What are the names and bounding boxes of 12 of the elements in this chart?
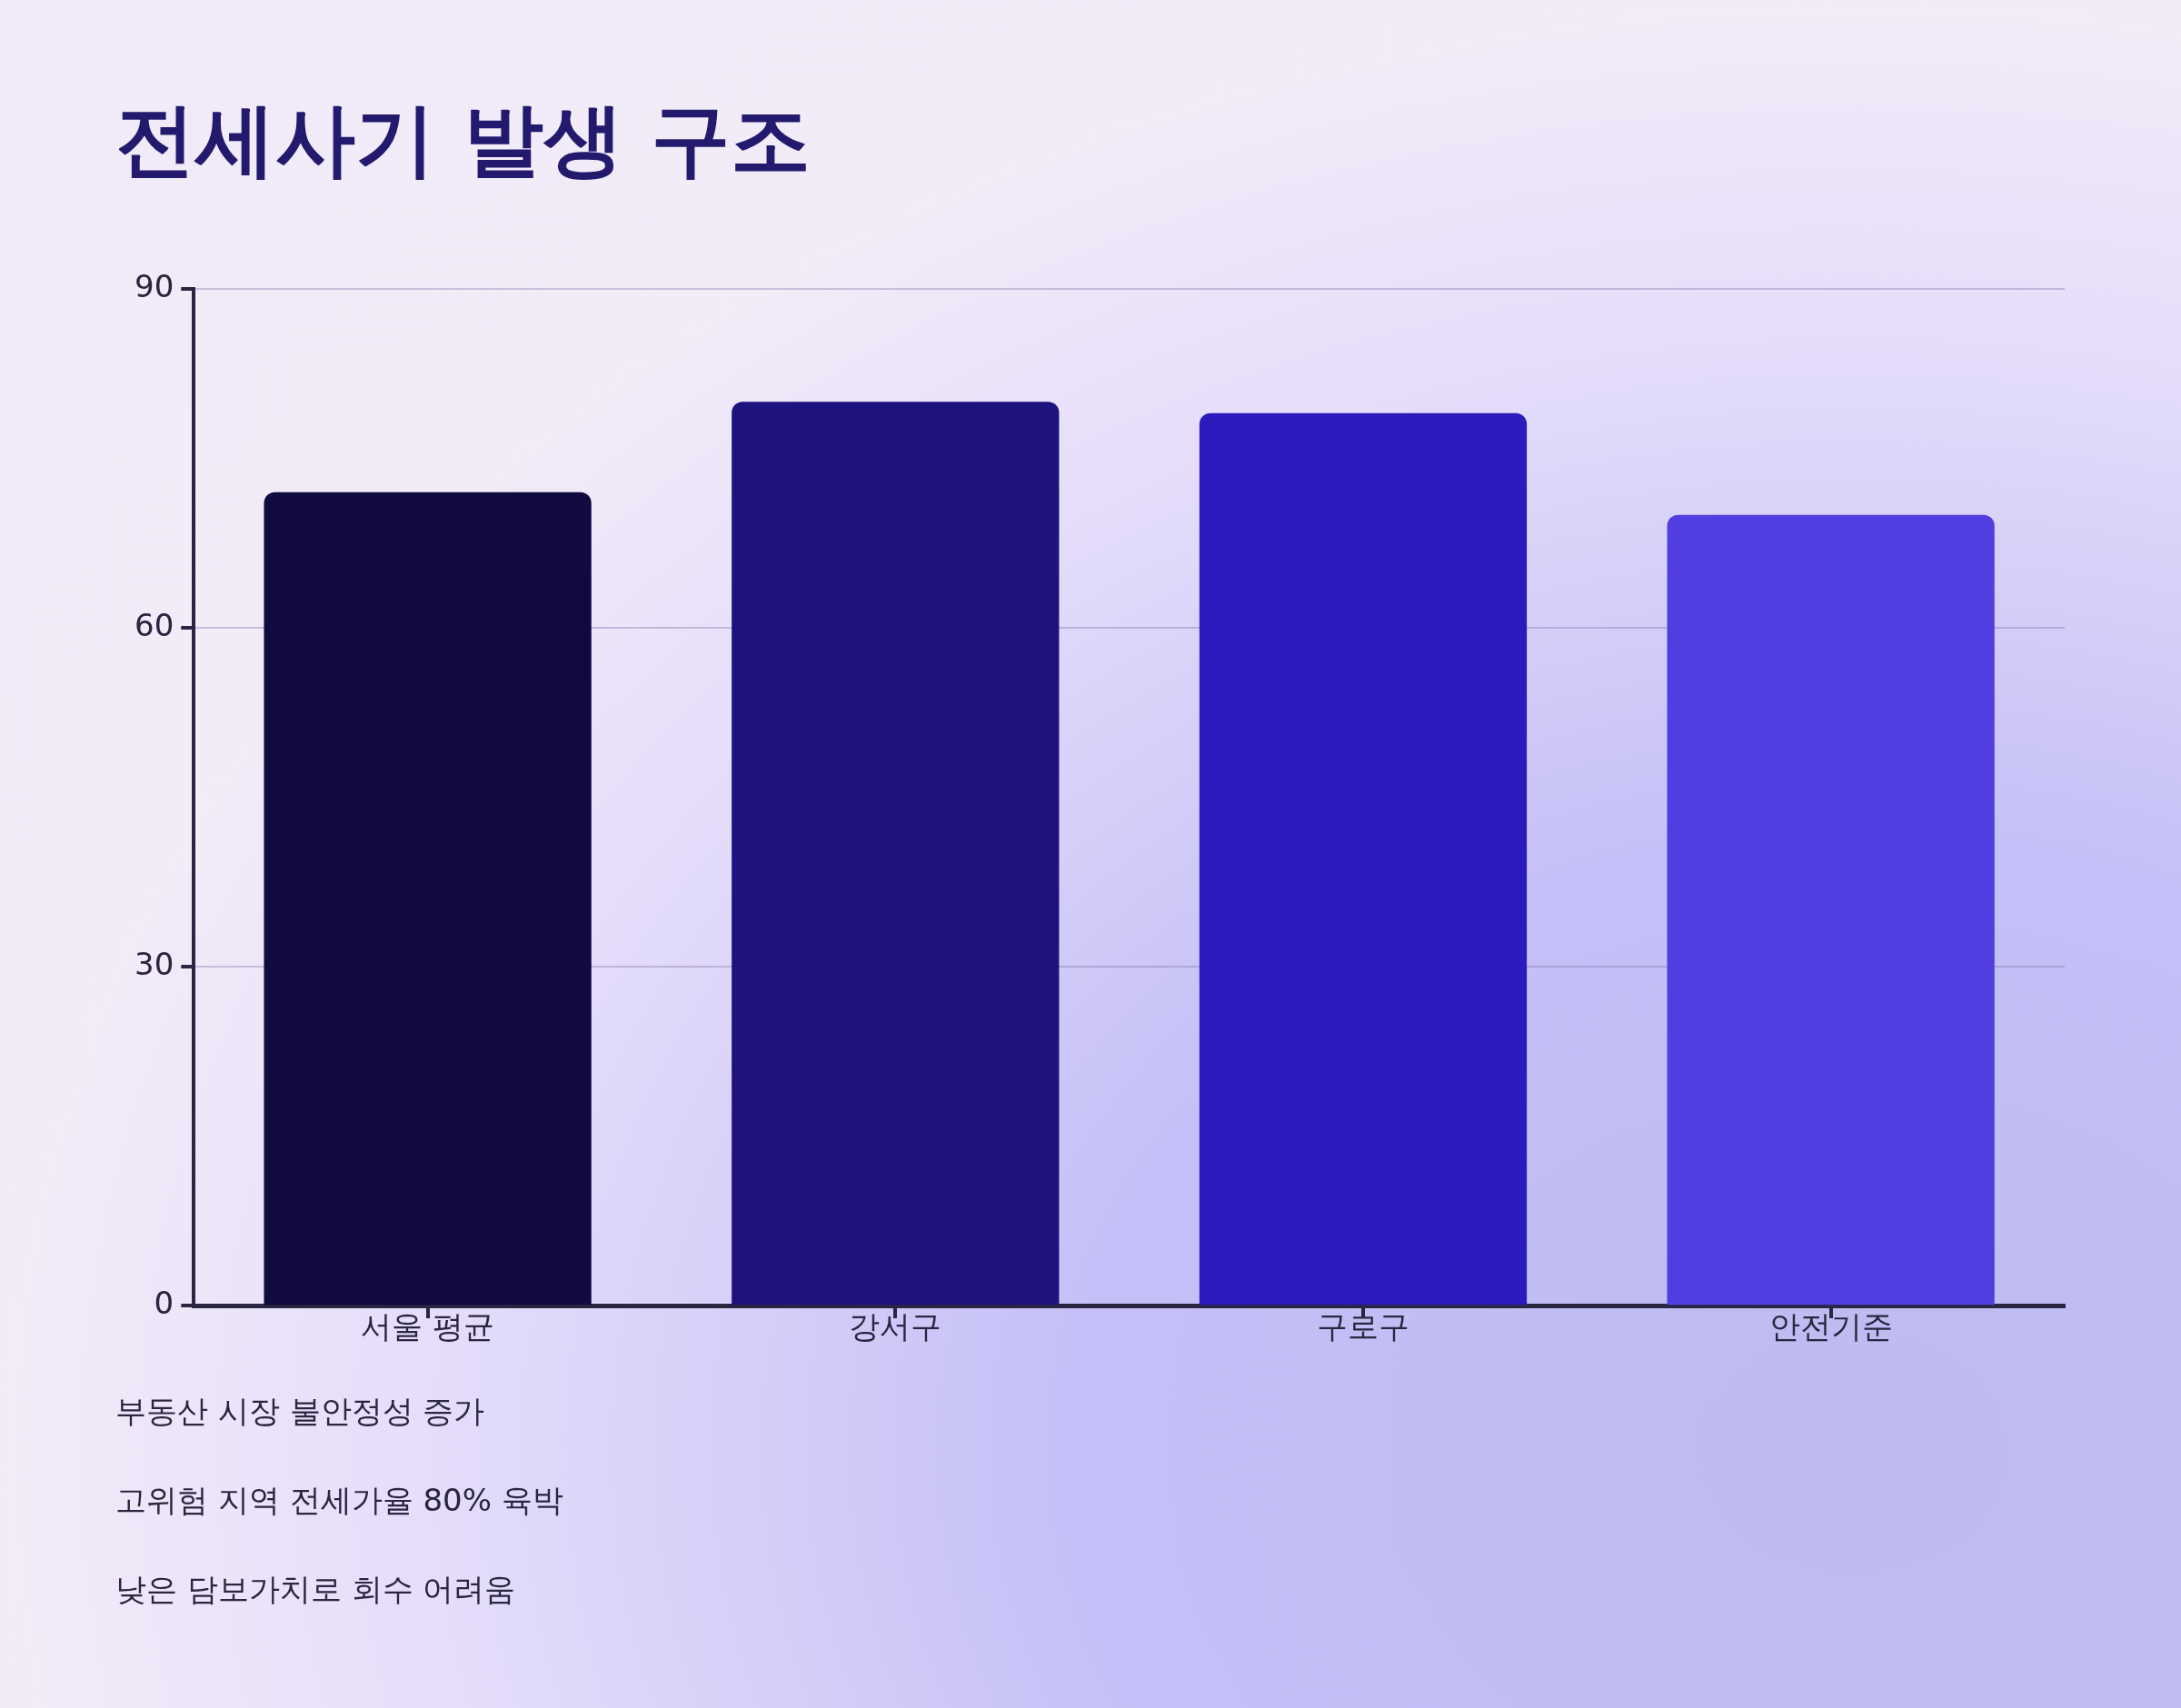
text: 부동산 시장 불안정성 증가	[115, 1392, 486, 1431]
y-tick-label: 90	[134, 267, 174, 304]
x-tick-label: 안전기준	[1768, 1308, 1893, 1346]
x-tick-label: 서울 평균	[361, 1308, 495, 1346]
y-tick-label: 60	[134, 606, 174, 643]
y-tick-label: 30	[134, 945, 174, 982]
text: 낮은 담보가치로 회수 어려움	[115, 1570, 517, 1609]
x-tick-label: 강서구	[849, 1308, 942, 1346]
chart-title: 전세사기 발생 구조	[115, 92, 812, 188]
x-tick-label: 구로구	[1316, 1308, 1409, 1346]
y-tick-label: 0	[154, 1285, 174, 1322]
text: 고위험 지역 전세가율 80% 육박	[115, 1481, 563, 1520]
